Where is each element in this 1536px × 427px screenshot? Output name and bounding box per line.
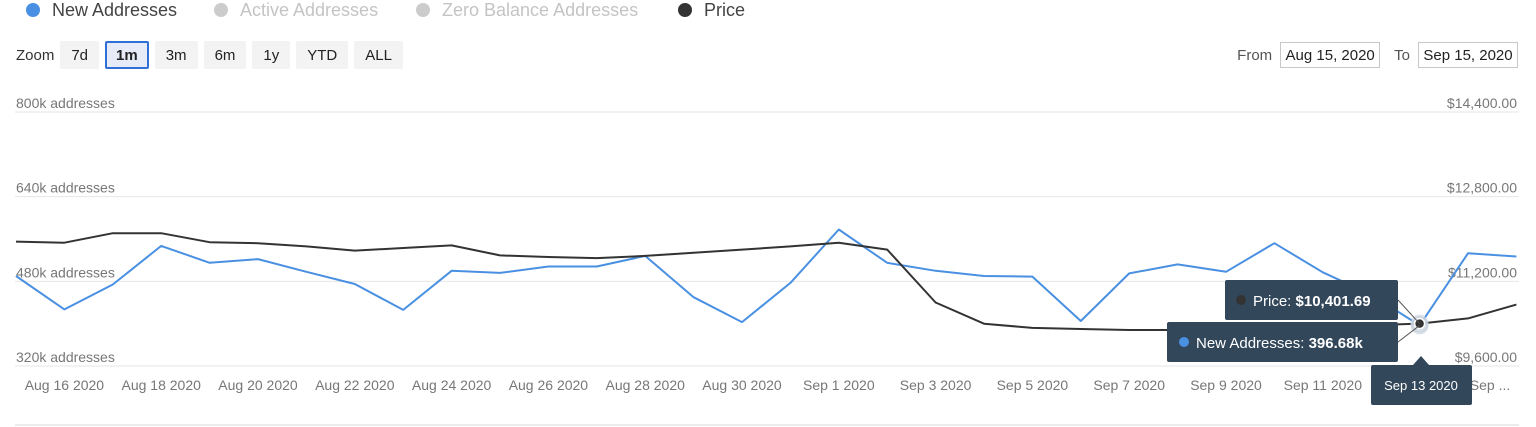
tooltip: Price: $10,401.69 New Addresses: 396.68k… [1167, 280, 1472, 405]
zoom-button-6m[interactable]: 6m [203, 41, 247, 69]
x-tick-label: Sep 5 2020 [997, 377, 1069, 393]
zoom-button-all[interactable]: ALL [354, 41, 403, 69]
tooltip-addresses-marker [1179, 337, 1189, 347]
series-line-new-addresses[interactable] [15, 228, 1517, 327]
y-axis-right: $14,400.00 $12,800.00 $11,200.00 $9,600.00 [1447, 95, 1517, 365]
tooltip-connector [1397, 299, 1420, 324]
legend-item[interactable]: New Addresses [26, 0, 177, 22]
legend: New Addresses Active Addresses Zero Balanc… [0, 0, 1536, 24]
x-tick-label: Aug 22 2020 [315, 377, 395, 393]
from-date-input[interactable] [1280, 42, 1381, 68]
tooltip-addresses-text: New Addresses: 396.68k [1196, 335, 1363, 352]
zoom-button-1m[interactable]: 1m [105, 41, 149, 69]
x-axis: Aug 16 2020 Aug 18 2020 Aug 20 2020 Aug 22 … [25, 377, 1511, 393]
zoom-button-1y[interactable]: 1y [252, 41, 291, 69]
zoom-button-7d[interactable]: 7d [60, 41, 100, 69]
tooltip-price-marker [1236, 295, 1246, 305]
legend-item[interactable]: Price [678, 0, 745, 22]
legend-marker [214, 3, 228, 17]
x-tick-label: Sep 7 2020 [1093, 377, 1165, 393]
y-left-tick-label: 640k addresses [16, 180, 115, 196]
x-tick-label: Sep 3 2020 [900, 377, 972, 393]
y-left-tick-label: 320k addresses [16, 349, 115, 365]
x-tick-label: Sep 9 2020 [1190, 377, 1262, 393]
x-tick-label: Aug 26 2020 [509, 377, 589, 393]
tooltip-price-box [1225, 280, 1398, 320]
legend-label: Zero Balance Addresses [442, 0, 639, 20]
x-tick-label: Aug 24 2020 [412, 377, 492, 393]
y-left-tick-label: 480k addresses [16, 264, 115, 280]
legend-label: Price [704, 0, 746, 20]
x-tick-label: Aug 30 2020 [702, 377, 782, 393]
legend-marker [678, 3, 692, 17]
y-left-tick-label: 800k addresses [16, 95, 115, 111]
y-right-tick-label: $9,600.00 [1455, 349, 1517, 365]
legend-item[interactable]: Active Addresses [214, 0, 378, 22]
to-date-input[interactable] [1418, 42, 1518, 68]
zoom-button-ytd[interactable]: YTD [296, 41, 349, 69]
x-tick-label: Aug 16 2020 [25, 377, 105, 393]
zoom-bar: Zoom 7d 1m 3m 6m 1y YTD ALL [16, 40, 409, 70]
tooltip-price-text: Price: $10,401.69 [1253, 293, 1371, 310]
legend-marker [26, 3, 40, 17]
date-range: From To [1223, 40, 1518, 70]
tooltip-date-pointer [1413, 356, 1429, 365]
tooltip-date-box [1371, 365, 1472, 405]
y-axis-left: 800k addresses 640k addresses 480k address… [16, 95, 115, 365]
y-right-tick-label: $12,800.00 [1447, 180, 1517, 196]
legend-marker [416, 3, 430, 17]
tooltip-addresses-box [1167, 322, 1398, 362]
tooltip-connector [1397, 325, 1420, 343]
tooltip-date-text: Sep 13 2020 [1384, 378, 1458, 393]
x-tick-label: Sep 1 2020 [803, 377, 875, 393]
to-label: To [1394, 46, 1410, 64]
legend-label: Active Addresses [240, 0, 379, 20]
zoom-button-3m[interactable]: 3m [154, 41, 198, 69]
x-tick-label: Aug 18 2020 [121, 377, 201, 393]
x-tick-label: Sep 11 2020 [1284, 377, 1363, 393]
x-tick-label: Aug 20 2020 [218, 377, 298, 393]
x-tick-label: Sep ... [1470, 377, 1510, 393]
legend-label: New Addresses [52, 0, 178, 20]
y-right-tick-label: $11,200.00 [1448, 264, 1517, 280]
grid-lines [15, 111, 1519, 367]
zoom-label: Zoom [16, 46, 55, 64]
legend-item[interactable]: Zero Balance Addresses [416, 0, 638, 22]
from-label: From [1237, 46, 1273, 64]
y-right-tick-label: $14,400.00 [1447, 95, 1517, 111]
x-tick-label: Aug 28 2020 [605, 377, 685, 393]
